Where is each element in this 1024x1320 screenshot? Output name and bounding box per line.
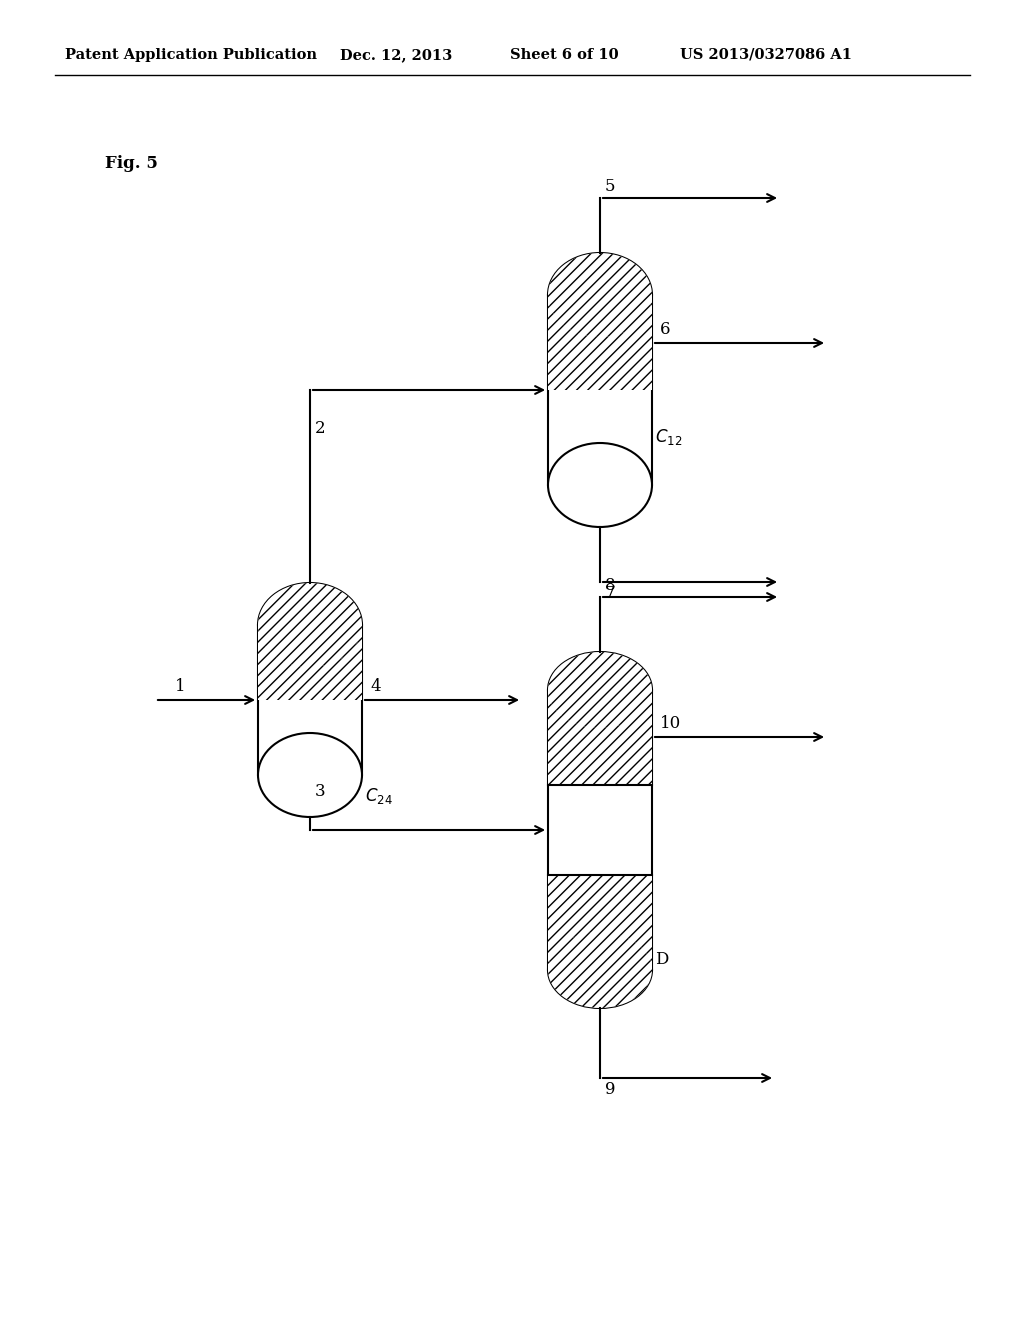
Bar (548, 875, 652, 970)
Text: D: D (655, 952, 669, 969)
Text: 10: 10 (660, 715, 681, 733)
Text: 6: 6 (660, 321, 671, 338)
Text: 7: 7 (605, 585, 615, 602)
Bar (258, 624, 362, 775)
Ellipse shape (548, 932, 652, 1008)
Bar (548, 294, 652, 389)
Ellipse shape (548, 652, 652, 729)
Ellipse shape (548, 253, 652, 337)
Ellipse shape (548, 253, 652, 337)
Text: 9: 9 (605, 1081, 615, 1098)
Text: $C_{12}$: $C_{12}$ (655, 426, 682, 447)
Ellipse shape (548, 444, 652, 527)
Text: Dec. 12, 2013: Dec. 12, 2013 (340, 48, 453, 62)
Ellipse shape (258, 583, 362, 667)
Ellipse shape (548, 932, 652, 1008)
Ellipse shape (258, 733, 362, 817)
Text: 4: 4 (370, 678, 381, 696)
Text: 3: 3 (315, 783, 326, 800)
Text: 5: 5 (605, 178, 615, 195)
Text: 1: 1 (175, 678, 185, 696)
Text: Sheet 6 of 10: Sheet 6 of 10 (510, 48, 618, 62)
Text: 2: 2 (315, 420, 326, 437)
Bar (548, 690, 652, 785)
Text: Patent Application Publication: Patent Application Publication (65, 48, 317, 62)
Bar (258, 624, 362, 700)
Bar (548, 690, 652, 970)
Ellipse shape (548, 652, 652, 729)
Ellipse shape (258, 583, 362, 667)
Bar (548, 294, 652, 484)
Text: $C_{24}$: $C_{24}$ (365, 785, 392, 807)
Text: Fig. 5: Fig. 5 (105, 154, 158, 172)
Text: US 2013/0327086 A1: US 2013/0327086 A1 (680, 48, 852, 62)
Text: 8: 8 (605, 577, 615, 594)
